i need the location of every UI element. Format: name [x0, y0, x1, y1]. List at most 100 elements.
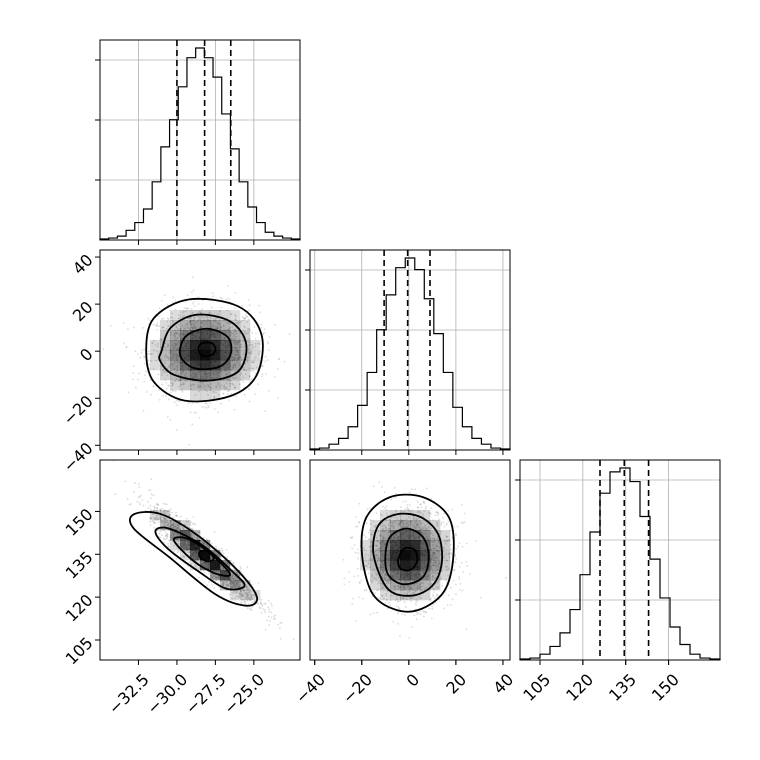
- scatter-point: [238, 340, 241, 343]
- scatter-point: [172, 353, 175, 356]
- scatter-point: [385, 508, 387, 511]
- scatter-point: [246, 591, 249, 594]
- scatter-point: [242, 381, 245, 383]
- scatter-point: [460, 503, 463, 506]
- scatter-point: [447, 574, 450, 577]
- scatter-point: [217, 570, 220, 573]
- scatter-point: [219, 370, 222, 373]
- scatter-point: [216, 372, 218, 375]
- scatter-point: [243, 589, 246, 592]
- density-cell: [160, 520, 171, 531]
- scatter-point: [244, 318, 246, 321]
- scatter-point: [248, 375, 251, 378]
- scatter-point: [446, 568, 448, 571]
- scatter-point: [434, 576, 437, 579]
- scatter-point: [375, 560, 378, 563]
- scatter-point: [218, 323, 221, 325]
- scatter-point: [388, 579, 390, 582]
- scatter-point: [166, 303, 169, 306]
- scatter-point: [375, 573, 378, 576]
- scatter-point: [175, 348, 178, 351]
- scatter-point: [193, 322, 195, 325]
- scatter-point: [190, 521, 192, 524]
- density-cell: [180, 310, 191, 321]
- scatter-point: [434, 571, 436, 574]
- scatter-point: [247, 331, 250, 334]
- scatter-point: [243, 599, 246, 601]
- scatter-point: [237, 591, 240, 594]
- scatter-point: [194, 394, 197, 396]
- scatter-point: [384, 573, 387, 575]
- scatter-point: [230, 356, 233, 359]
- density-cell: [390, 580, 401, 591]
- scatter-point: [232, 335, 235, 338]
- scatter-point: [149, 517, 152, 520]
- scatter-point: [378, 481, 380, 483]
- scatter-point: [171, 312, 173, 315]
- scatter-point: [189, 320, 192, 323]
- scatter-point: [454, 561, 456, 563]
- density-cell: [210, 350, 221, 361]
- scatter-point: [437, 586, 440, 589]
- scatter-point: [219, 310, 221, 313]
- scatter-point: [232, 366, 235, 369]
- scatter-point: [466, 564, 469, 567]
- scatter-point: [232, 377, 235, 380]
- density-cell: [200, 330, 211, 341]
- scatter-point: [176, 368, 179, 371]
- density-cell: [400, 560, 411, 571]
- scatter-point: [249, 608, 252, 611]
- scatter-point: [216, 570, 219, 573]
- scatter-point: [233, 359, 236, 362]
- scatter-point: [237, 322, 240, 325]
- scatter-point: [210, 574, 212, 577]
- scatter-point: [234, 338, 236, 340]
- scatter-point: [381, 594, 384, 597]
- scatter-point: [165, 388, 168, 390]
- scatter-point: [376, 553, 378, 556]
- scatter-point: [167, 398, 170, 401]
- scatter-point: [170, 332, 172, 334]
- scatter-point: [245, 315, 248, 318]
- scatter-point: [240, 359, 243, 361]
- scatter-point: [462, 522, 465, 525]
- scatter-point: [219, 580, 221, 583]
- scatter-point: [431, 537, 433, 540]
- density-cell: [190, 560, 201, 571]
- scatter-point: [163, 509, 166, 512]
- scatter-point: [252, 367, 255, 370]
- scatter-point: [406, 504, 409, 506]
- scatter-point: [382, 541, 385, 544]
- density-cell: [180, 350, 191, 361]
- scatter-point: [401, 520, 403, 522]
- scatter-point: [234, 587, 237, 589]
- scatter-point: [389, 521, 392, 524]
- scatter-point: [218, 576, 221, 579]
- scatter-point: [171, 363, 174, 366]
- scatter-point: [174, 299, 177, 302]
- scatter-point: [401, 585, 404, 588]
- scatter-point: [137, 483, 140, 485]
- scatter-point: [423, 526, 426, 529]
- scatter-point: [229, 331, 232, 334]
- scatter-point: [386, 519, 388, 521]
- scatter-point: [205, 402, 208, 405]
- scatter-point: [436, 524, 439, 527]
- scatter-point: [398, 519, 400, 522]
- scatter-point: [219, 555, 222, 557]
- density-cell: [400, 570, 411, 581]
- scatter-point: [125, 345, 128, 348]
- scatter-point: [178, 528, 181, 531]
- scatter-point: [176, 371, 178, 374]
- scatter-point: [365, 588, 368, 591]
- scatter-point: [152, 385, 155, 388]
- scatter-point: [438, 518, 440, 521]
- scatter-point: [399, 515, 401, 518]
- scatter-point: [382, 535, 385, 538]
- scatter-point: [173, 329, 176, 332]
- scatter-point: [189, 532, 192, 535]
- scatter-point: [384, 491, 386, 493]
- scatter-point: [436, 582, 438, 584]
- density-cell: [410, 550, 421, 561]
- scatter-point: [421, 528, 424, 531]
